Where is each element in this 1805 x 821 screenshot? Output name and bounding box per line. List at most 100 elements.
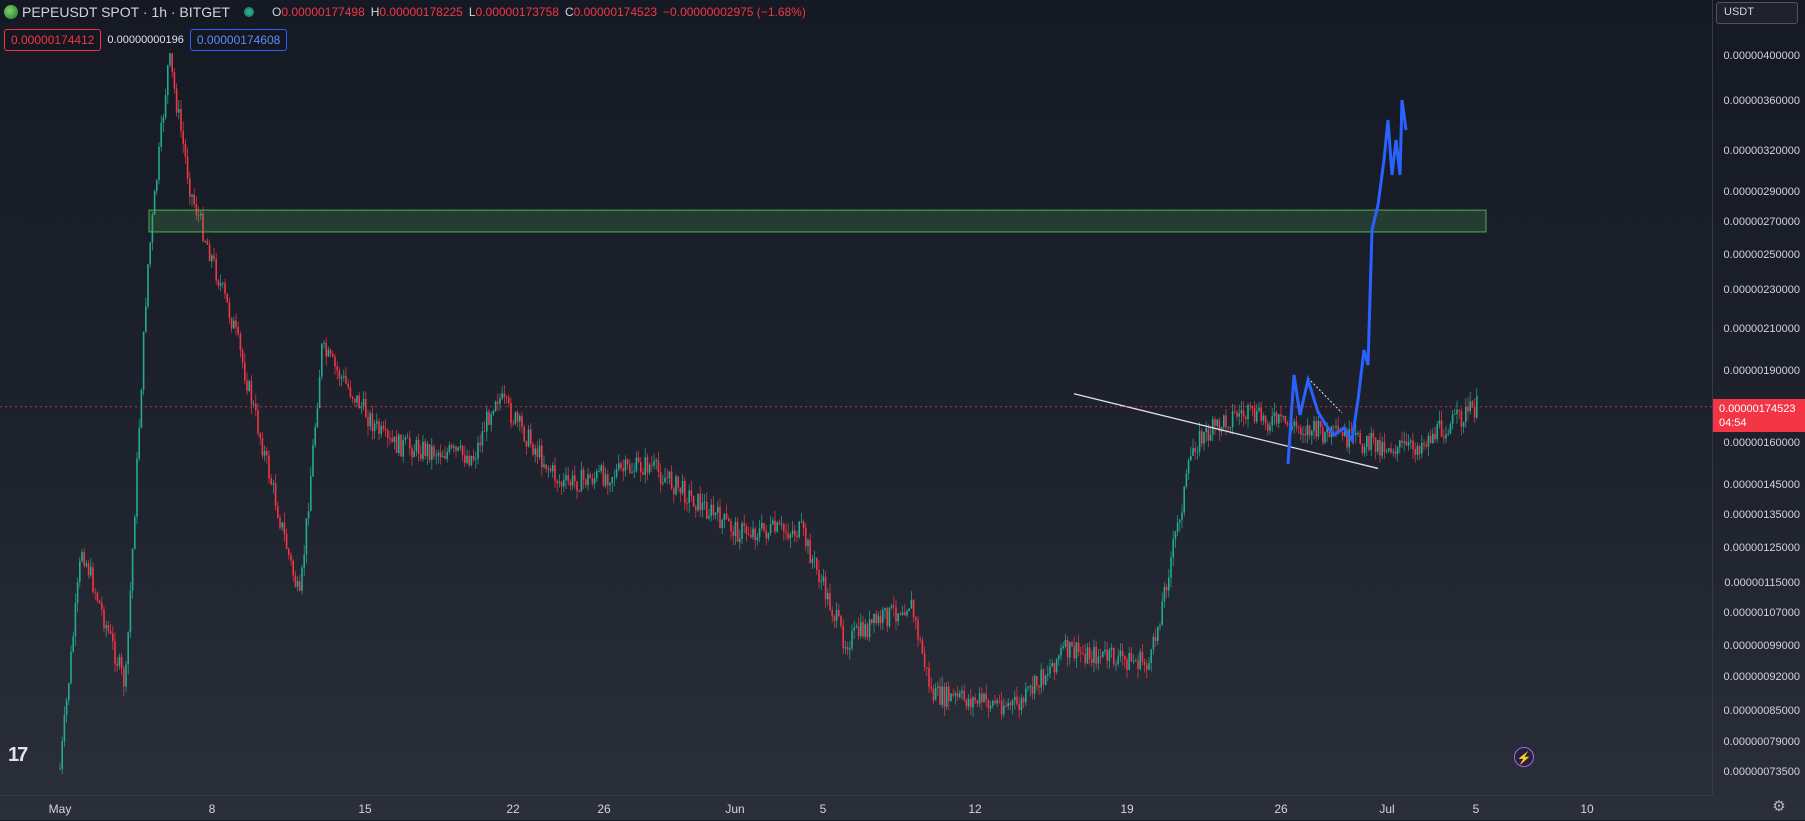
candle-body xyxy=(631,472,633,473)
candle-body xyxy=(1150,649,1152,664)
time-scale[interactable]: May 8 15 22 26 Jun 5 12 19 26 Jul 5 10 xyxy=(0,795,1712,821)
candle-body xyxy=(1346,430,1348,448)
gear-icon[interactable]: ⚙ xyxy=(1772,798,1786,815)
candle-body xyxy=(274,483,277,507)
price-tick-label: 0.00000145000 xyxy=(1723,479,1800,492)
price-chart[interactable] xyxy=(0,0,1712,795)
time-tick-label: Jul xyxy=(1379,802,1395,816)
candle-body xyxy=(1086,647,1089,664)
projection-path[interactable] xyxy=(1286,99,1408,465)
candle-body xyxy=(206,241,209,245)
candle-body xyxy=(822,576,825,582)
symbol-title[interactable]: PEPEUSDT SPOT · 1h · BITGET xyxy=(22,4,230,20)
candle-body xyxy=(1040,669,1042,688)
close-label: C xyxy=(564,5,574,19)
candle-body xyxy=(1073,646,1075,659)
candle-body xyxy=(107,625,110,632)
candle-body xyxy=(1212,419,1214,435)
candle-body xyxy=(244,362,246,381)
candle-body xyxy=(813,558,816,559)
candle-body xyxy=(279,517,281,528)
candle-body xyxy=(312,445,314,477)
candle-body xyxy=(384,429,387,431)
candle-body xyxy=(358,395,360,409)
candle-body xyxy=(380,426,382,434)
candle-body xyxy=(1049,666,1051,674)
candle-body xyxy=(479,442,481,446)
candle-body xyxy=(466,455,468,463)
candle-body xyxy=(367,417,369,427)
candle-body xyxy=(1077,642,1080,653)
candle-body xyxy=(662,482,664,484)
candle-body xyxy=(585,479,587,486)
candle-body xyxy=(83,552,85,567)
candle-body xyxy=(710,504,712,517)
resistance-zone[interactable] xyxy=(148,209,1487,233)
candle-body xyxy=(708,516,710,519)
candle-body xyxy=(802,521,805,529)
trendline[interactable] xyxy=(1073,393,1379,470)
candle-body xyxy=(937,686,939,688)
candle-body xyxy=(820,581,822,583)
candle-body xyxy=(1000,701,1003,715)
candle-body xyxy=(541,445,543,468)
candle-body xyxy=(1201,431,1203,444)
candle-body xyxy=(261,438,264,456)
candle-body xyxy=(382,426,385,430)
candle-body xyxy=(464,455,466,463)
tradingview-logo-icon[interactable]: 17 xyxy=(8,744,28,766)
candle-body xyxy=(1196,451,1199,453)
candle-body xyxy=(640,462,642,473)
candle-body xyxy=(1157,626,1159,641)
candle-body xyxy=(1278,414,1280,424)
candle-body xyxy=(1093,646,1095,663)
candle-body xyxy=(1324,432,1326,443)
candle-body xyxy=(224,283,226,294)
candle-body xyxy=(906,611,908,616)
candle-body xyxy=(1108,649,1111,661)
candle-body xyxy=(402,439,404,457)
candle-body xyxy=(413,451,415,458)
candle-body xyxy=(1256,410,1258,422)
candle-body xyxy=(1306,425,1309,436)
candle-body xyxy=(1425,444,1427,447)
candle-body xyxy=(560,482,563,487)
candle-body xyxy=(1240,410,1243,414)
candle-body xyxy=(765,530,767,539)
candle-body xyxy=(164,95,167,118)
candle-body xyxy=(362,399,365,407)
candle-body xyxy=(1251,405,1254,409)
candle-body xyxy=(1137,660,1139,669)
candle-body xyxy=(987,700,990,709)
sell-button[interactable]: 0.00000174412 xyxy=(4,29,102,51)
chart-pane[interactable] xyxy=(0,0,1712,795)
candle-body xyxy=(664,477,666,483)
candle-body xyxy=(63,715,66,742)
candle-body xyxy=(1080,652,1082,654)
candle-body xyxy=(270,478,272,485)
candle-body xyxy=(921,640,924,654)
candle-body xyxy=(607,474,609,486)
projection-trendline xyxy=(1307,377,1343,414)
candle-body xyxy=(450,445,453,448)
candle-body xyxy=(679,487,682,494)
currency-select[interactable]: USDT xyxy=(1716,2,1798,24)
candle-body xyxy=(112,633,114,642)
candle-body xyxy=(453,446,455,448)
candle-body xyxy=(131,549,134,591)
price-scale[interactable]: 0.00000400000 0.00000360000 0.00000320000 0… xyxy=(1712,0,1805,795)
buy-button[interactable]: 0.00000174608 xyxy=(189,29,288,51)
price-tick-label: 0.00000190000 xyxy=(1723,364,1800,377)
candle-body xyxy=(1062,646,1064,649)
price-tick-label: 0.00000400000 xyxy=(1723,50,1800,63)
candle-body xyxy=(354,398,356,403)
candle-body xyxy=(769,524,772,534)
candle-body xyxy=(72,636,74,652)
candle-body xyxy=(178,109,180,113)
candle-body xyxy=(239,333,242,351)
lightning-icon[interactable]: ⚡ xyxy=(1514,747,1534,767)
candle-body xyxy=(697,493,699,511)
candle-body xyxy=(754,528,756,541)
candle-body xyxy=(193,194,195,205)
market-status-icon[interactable] xyxy=(243,7,254,17)
